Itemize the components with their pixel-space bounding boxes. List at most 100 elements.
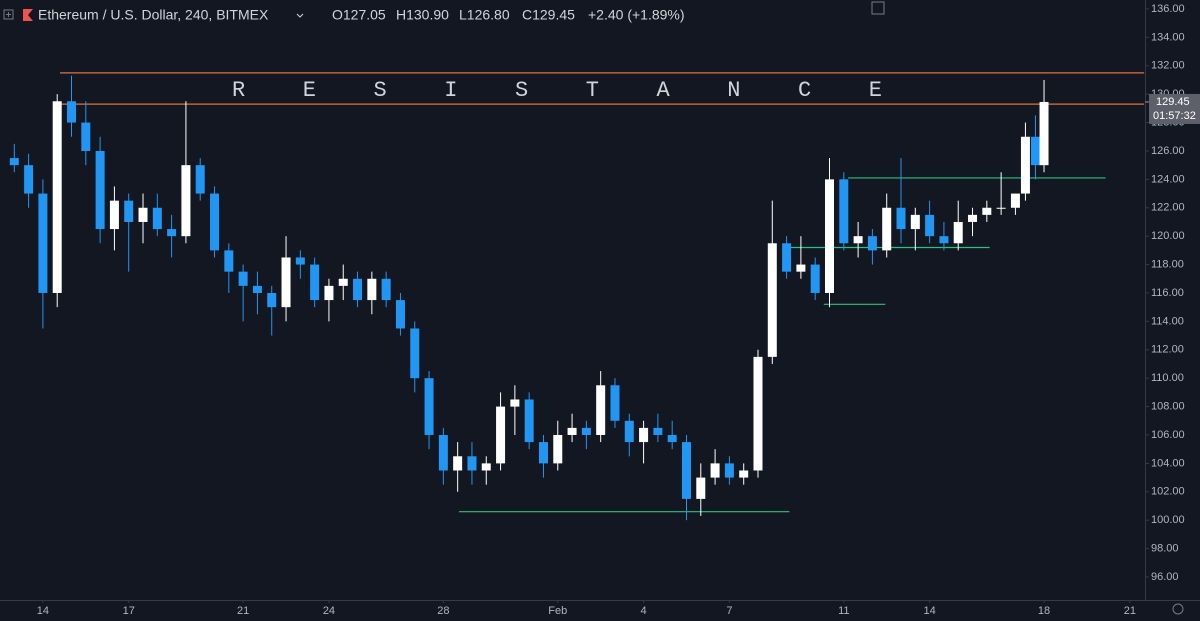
candle-body bbox=[553, 434, 563, 464]
candle-body bbox=[753, 356, 763, 471]
candle-body bbox=[167, 229, 177, 237]
y-tick-label: 116.00 bbox=[1151, 287, 1184, 299]
y-tick-label: 102.00 bbox=[1151, 486, 1185, 498]
expand-icon bbox=[3, 9, 14, 20]
candle-body bbox=[496, 406, 506, 464]
candle-body bbox=[38, 193, 48, 293]
symbol-flag bbox=[23, 9, 33, 21]
candle-body bbox=[252, 285, 262, 293]
y-tick-label: 124.00 bbox=[1151, 173, 1185, 185]
y-tick-label: 136.00 bbox=[1151, 3, 1185, 15]
candle-body bbox=[395, 300, 405, 329]
candle-body bbox=[124, 200, 134, 222]
candle-body bbox=[138, 207, 148, 222]
candle-body bbox=[424, 378, 434, 435]
candle-body bbox=[295, 257, 305, 265]
ohlc-legend: O127.05 H130.90 L126.80 C129.45 +2.40 (+1.89… bbox=[332, 7, 685, 23]
candle-body bbox=[152, 207, 162, 230]
candle-body bbox=[667, 434, 677, 443]
settings-gear[interactable] bbox=[1172, 603, 1184, 615]
y-tick-label: 106.00 bbox=[1151, 429, 1185, 441]
candle-body bbox=[567, 427, 577, 435]
y-tick-label: 96.00 bbox=[1151, 571, 1179, 583]
x-tick-label: 11 bbox=[838, 605, 849, 617]
settings-icon[interactable] bbox=[871, 1, 885, 15]
candle-body bbox=[324, 285, 334, 301]
candle-body bbox=[267, 292, 277, 308]
candle-body bbox=[224, 250, 234, 272]
y-tick-label: 110.00 bbox=[1151, 372, 1184, 384]
x-tick-label: 21 bbox=[1124, 605, 1136, 617]
x-tick-label: 28 bbox=[437, 605, 449, 617]
candle-body bbox=[710, 463, 720, 478]
candle-body bbox=[882, 207, 892, 251]
candle-body bbox=[310, 264, 320, 301]
x-tick-label: 14 bbox=[37, 605, 49, 617]
candle-body bbox=[596, 385, 606, 435]
candle-body bbox=[181, 165, 191, 237]
candle-body bbox=[510, 399, 520, 407]
y-tick-label: 122.00 bbox=[1151, 202, 1185, 214]
candle-body bbox=[825, 179, 835, 293]
candle-body bbox=[281, 257, 291, 308]
candle-body bbox=[581, 427, 591, 435]
candle-body bbox=[338, 278, 348, 286]
candle-body bbox=[853, 236, 863, 244]
candle-body bbox=[910, 214, 920, 230]
y-tick-label: 126.00 bbox=[1151, 145, 1185, 157]
x-tick-label: 4 bbox=[641, 605, 647, 617]
y-tick-label: 118.00 bbox=[1151, 258, 1184, 270]
candle-body bbox=[52, 101, 62, 293]
last-price-label: 129.45 bbox=[1156, 96, 1190, 108]
candle-body bbox=[467, 456, 477, 471]
candle-body bbox=[109, 200, 119, 230]
x-tick-label: 24 bbox=[323, 605, 335, 617]
candle-body bbox=[238, 271, 248, 286]
candle-body bbox=[81, 122, 91, 151]
candle-body bbox=[839, 179, 849, 244]
candle-body bbox=[696, 477, 706, 499]
candle-body bbox=[639, 427, 649, 443]
y-tick-label: 114.00 bbox=[1151, 315, 1184, 327]
candle-body bbox=[524, 399, 534, 443]
ohlc-value: C129.45 bbox=[522, 7, 575, 23]
candle-body bbox=[210, 193, 220, 251]
candle-body bbox=[610, 385, 620, 421]
candle-body bbox=[782, 243, 792, 272]
candle-body bbox=[1010, 193, 1020, 208]
x-tick-label: Feb bbox=[548, 605, 567, 617]
x-tick-label: 7 bbox=[726, 605, 732, 617]
candle-body bbox=[867, 236, 877, 251]
candle-body bbox=[67, 101, 77, 123]
header-icons bbox=[3, 1, 1184, 615]
candle-body bbox=[353, 278, 363, 301]
x-tick-label: 18 bbox=[1038, 605, 1050, 617]
chart-title: Ethereum / U.S. Dollar, 240, BITMEX bbox=[38, 7, 269, 23]
candle-body bbox=[410, 328, 420, 379]
candle-body bbox=[996, 207, 1006, 209]
candle-body bbox=[624, 420, 634, 443]
ohlc-value: L126.80 bbox=[459, 7, 510, 23]
candle-body bbox=[939, 236, 949, 244]
candle-body bbox=[481, 463, 491, 471]
ohlc-value: O127.05 bbox=[332, 7, 386, 23]
candle-body bbox=[982, 207, 992, 215]
candle-body bbox=[968, 214, 978, 222]
y-tick-label: 132.00 bbox=[1151, 60, 1185, 72]
y-tick-label: 100.00 bbox=[1151, 514, 1185, 526]
candle-body bbox=[367, 278, 377, 301]
ohlc-value: H130.90 bbox=[396, 7, 449, 23]
candle-body bbox=[1030, 136, 1040, 166]
y-tick-label: 108.00 bbox=[1151, 400, 1185, 412]
candle-body bbox=[925, 214, 935, 237]
dropdown-caret[interactable] bbox=[296, 13, 304, 18]
y-tick-label: 98.00 bbox=[1151, 542, 1179, 554]
candle-body bbox=[953, 221, 963, 244]
countdown: 01:57:32 bbox=[1153, 110, 1196, 122]
candle-body bbox=[9, 158, 19, 166]
candle-body bbox=[195, 165, 205, 194]
y-tick-label: 104.00 bbox=[1151, 457, 1185, 469]
